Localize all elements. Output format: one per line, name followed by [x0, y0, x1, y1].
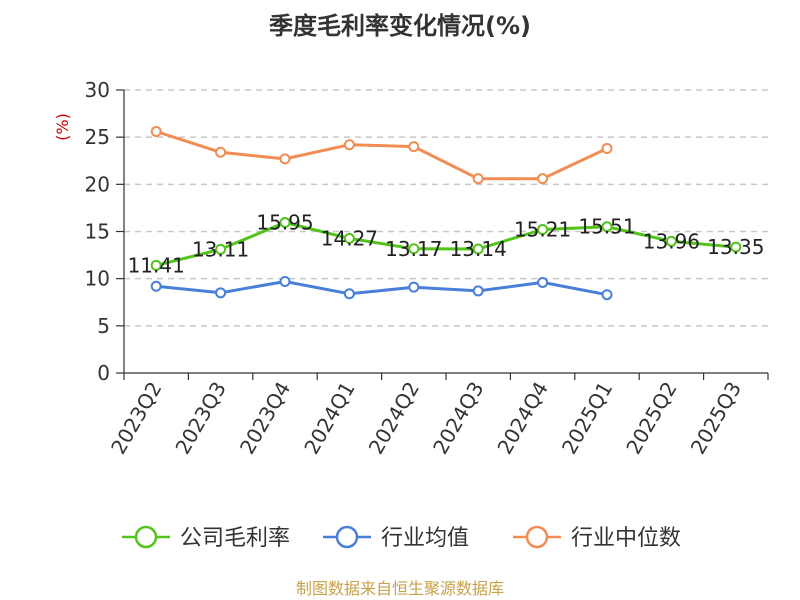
data-point — [472, 243, 484, 255]
legend-label: 行业中位数 — [571, 526, 681, 551]
y-axis-ticks: 0 5 10 15 20 25 30 — [85, 78, 110, 385]
data-label: 15.95 — [256, 211, 313, 235]
x-axis-ticks: 2023Q2 2023Q3 2023Q4 2024Q1 2024Q2 2024Q3 2024… — [106, 378, 746, 459]
data-point — [601, 142, 613, 154]
data-label: 14.27 — [321, 226, 378, 250]
series-group — [150, 126, 742, 301]
series-line — [155, 221, 736, 267]
data-point — [472, 285, 484, 297]
data-label: 13.35 — [707, 235, 764, 259]
data-point — [343, 288, 355, 300]
data-label: 13.96 — [643, 229, 700, 253]
data-point — [279, 153, 291, 165]
x-tick-label: 2025Q2 — [621, 378, 681, 459]
x-tick-label: 2023Q2 — [106, 378, 166, 459]
data-point — [408, 141, 420, 153]
series-1 — [150, 217, 742, 271]
data-point — [601, 221, 613, 233]
y-tick-label: 25 — [85, 125, 110, 149]
legend-item-2: 行业均值 — [323, 525, 469, 551]
data-label: 13.17 — [385, 237, 442, 261]
data-point — [537, 276, 549, 288]
legend-label: 公司毛利率 — [180, 526, 290, 551]
data-label: 15.21 — [514, 218, 571, 242]
series-line — [156, 280, 608, 297]
y-unit-label: (%) — [53, 113, 72, 141]
legend-item-3: 行业中位数 — [513, 525, 681, 551]
data-point — [215, 146, 227, 158]
legend-label: 行业均值 — [381, 526, 469, 551]
y-tick-label: 15 — [85, 220, 110, 244]
x-tick-label: 2025Q1 — [557, 378, 617, 459]
y-tick-label: 5 — [97, 314, 110, 338]
gridlines — [124, 89, 768, 327]
x-tick-label: 2023Q3 — [170, 378, 230, 459]
series-3 — [150, 126, 613, 185]
legend: 公司毛利率 行业均值 行业中位数 — [122, 525, 681, 551]
legend-item-1: 公司毛利率 — [122, 525, 290, 551]
data-point — [150, 126, 162, 138]
x-tick-label: 2024Q2 — [364, 378, 424, 459]
y-tick-label: 0 — [97, 361, 110, 385]
x-tick-label: 2025Q3 — [686, 378, 746, 459]
data-point — [537, 173, 549, 185]
data-point — [665, 235, 677, 247]
x-tick-label: 2024Q1 — [299, 378, 359, 459]
data-point — [730, 241, 742, 253]
y-tick-label: 30 — [85, 78, 110, 102]
x-tick-label: 2023Q4 — [235, 378, 295, 459]
data-point — [601, 289, 613, 301]
series-line — [155, 130, 608, 181]
data-point — [279, 275, 291, 287]
data-point — [279, 217, 291, 229]
y-tick-label: 20 — [85, 172, 110, 196]
axes — [116, 89, 769, 380]
legend-marker — [335, 525, 359, 549]
data-point — [215, 287, 227, 299]
x-tick-label: 2024Q3 — [428, 378, 488, 459]
legend-marker — [134, 525, 158, 549]
data-label: 15.51 — [578, 215, 635, 239]
data-point — [150, 259, 162, 271]
legend-marker — [525, 525, 549, 549]
data-label: 11.41 — [128, 253, 185, 277]
data-label: 13.11 — [192, 237, 249, 261]
data-point — [150, 280, 162, 292]
data-point — [408, 281, 420, 293]
data-point — [408, 243, 420, 255]
data-point — [472, 173, 484, 185]
data-point — [343, 139, 355, 151]
x-tick-label: 2024Q4 — [492, 378, 552, 459]
chart-title: 季度毛利率变化情况(%) — [269, 12, 531, 40]
series-2 — [150, 275, 613, 301]
data-point — [343, 232, 355, 244]
data-label: 13.14 — [450, 237, 507, 261]
data-point — [215, 243, 227, 255]
y-tick-label: 10 — [85, 267, 110, 291]
data-labels: 11.41 13.11 15.95 14.27 13.17 13.14 15.21 15.51… — [128, 211, 765, 278]
data-point — [537, 224, 549, 236]
source-note: 制图数据来自恒生聚源数据库 — [296, 579, 504, 598]
